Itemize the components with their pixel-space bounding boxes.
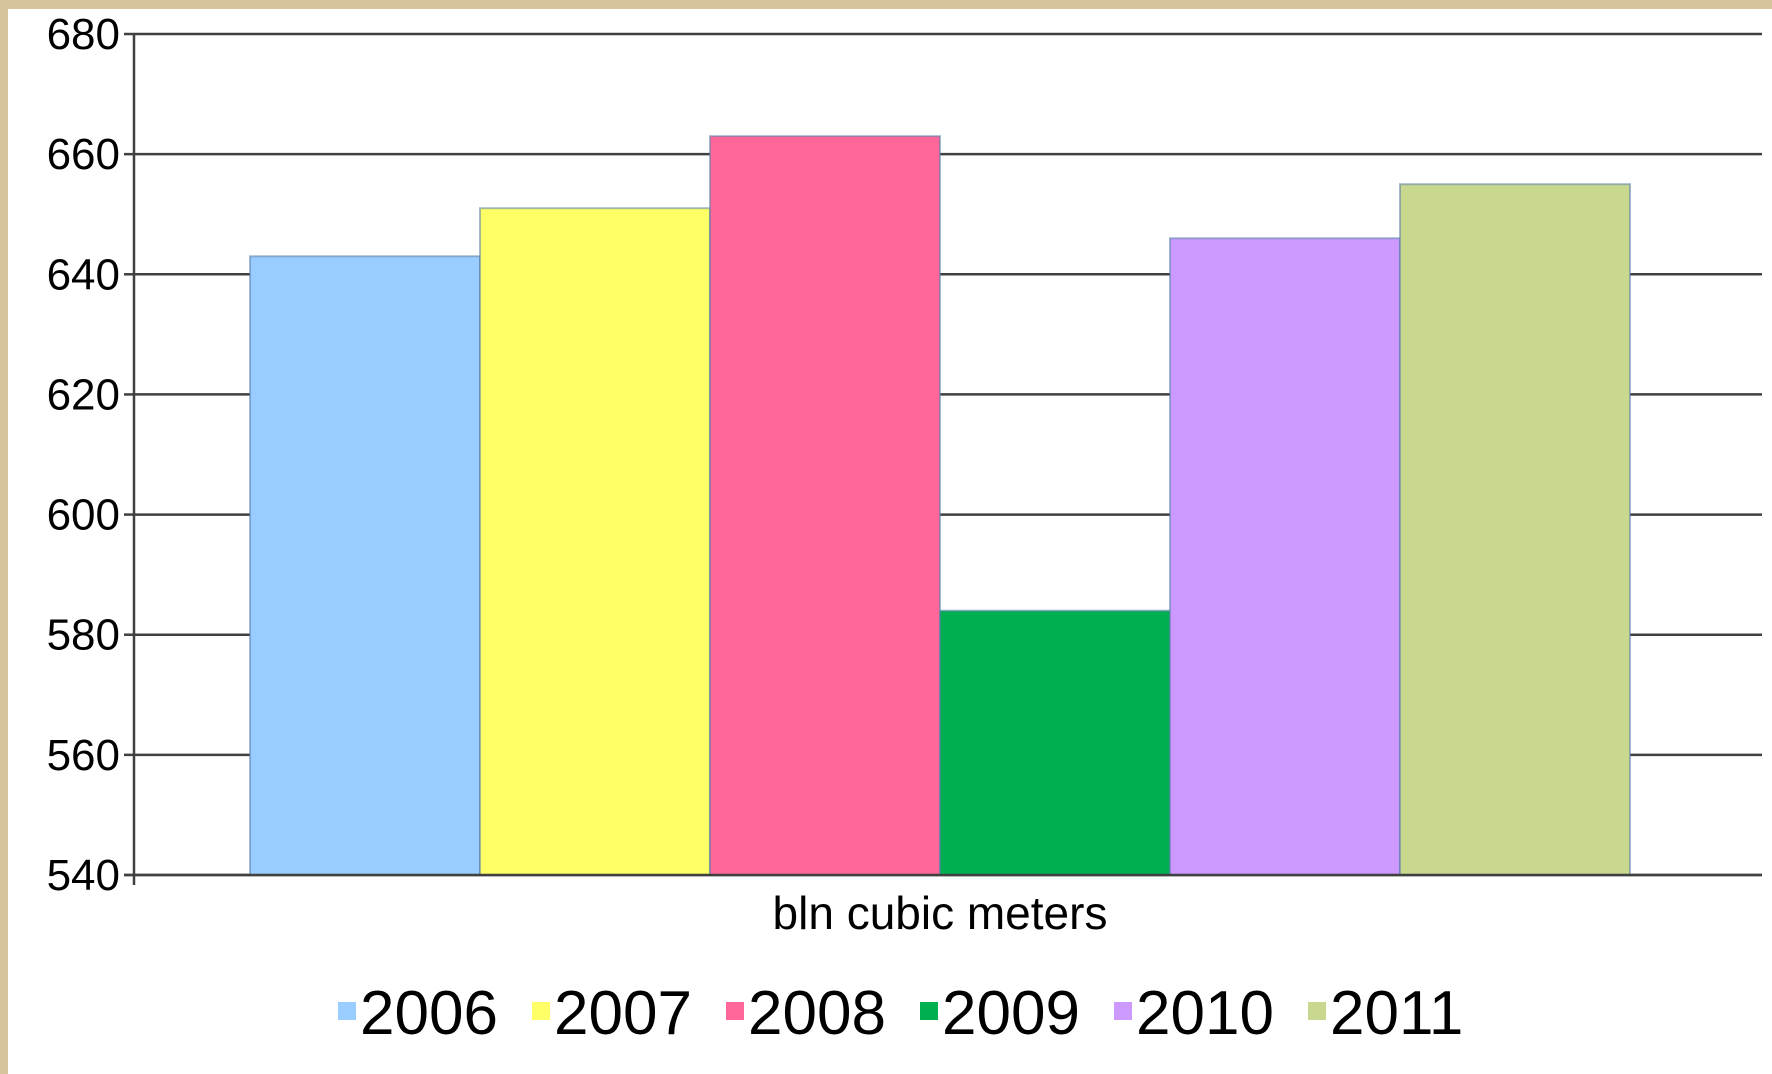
legend-swatch-2006: [338, 1002, 356, 1020]
bars: [249, 135, 1631, 877]
chart-frame: 540 560 580 600 620 640 660 680 bln cubic meter…: [8, 9, 1772, 1074]
legend: 2006 2007 2008 2009 2010 2011: [338, 979, 1463, 1048]
legend-label-2010: 2010: [1136, 979, 1274, 1048]
y-tick-label: 620: [47, 370, 120, 419]
y-tick-label: 600: [47, 491, 120, 540]
y-tick-label: 660: [47, 130, 120, 179]
legend-label-2007: 2007: [554, 979, 692, 1048]
legend-label-2006: 2006: [360, 979, 498, 1048]
legend-swatch-2011: [1308, 1002, 1326, 1020]
bar-2007: [479, 207, 711, 876]
legend-swatch-2009: [920, 1002, 938, 1020]
y-tick-label: 680: [47, 10, 120, 59]
bar-2011: [1399, 183, 1631, 876]
legend-label-2011: 2011: [1330, 979, 1463, 1048]
y-tick-label: 560: [47, 731, 120, 780]
bar-2008: [709, 135, 941, 877]
bar-2009: [939, 609, 1171, 877]
bar-chart: 540 560 580 600 620 640 660 680 bln cubic meter…: [47, 10, 1762, 1048]
bar-2006: [249, 255, 481, 876]
y-tick-label: 640: [47, 250, 120, 299]
legend-swatch-2010: [1114, 1002, 1132, 1020]
legend-label-2008: 2008: [748, 979, 886, 1048]
y-tick-label: 580: [47, 611, 120, 660]
axes: [124, 34, 1762, 885]
y-tick-label: 540: [47, 851, 120, 900]
legend-swatch-2008: [726, 1002, 744, 1020]
legend-label-2009: 2009: [942, 979, 1080, 1048]
y-axis-ticks: 540 560 580 600 620 640 660 680: [47, 10, 134, 900]
legend-swatch-2007: [532, 1002, 550, 1020]
x-axis-label: bln cubic meters: [773, 887, 1108, 939]
bar-2010: [1169, 237, 1401, 876]
